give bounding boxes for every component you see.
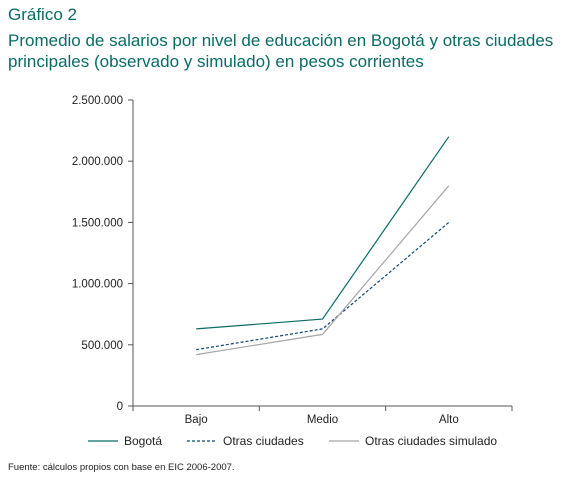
y-axis-ticks: 0 500.000 1.000.000 1.500.000 2.000.000 2.500… (72, 95, 133, 413)
y-tick-label: 2.000.000 (72, 156, 123, 168)
x-tick-label: Bajo (185, 414, 208, 426)
series-line-1 (196, 221, 450, 351)
legend-label-1: Otras ciudades (223, 434, 304, 448)
legend: Bogotá Otras ciudades Otras ciudades simul… (88, 434, 497, 448)
y-tick-label: 2.500.000 (72, 95, 123, 107)
x-axis-ticks: Bajo Medio Alto (132, 406, 513, 426)
source-note: Fuente: cálculos propios con base en EIC… (8, 462, 235, 473)
y-tick-label: 500.000 (81, 340, 123, 352)
y-tick-label: 0 (117, 401, 123, 413)
chart-title: Promedio de salarios por nivel de educac… (8, 31, 554, 71)
legend-label-2: Otras ciudades simulado (365, 434, 497, 448)
x-tick-label: Medio (307, 414, 338, 426)
legend-label-0: Bogotá (124, 434, 162, 448)
series-line-2 (196, 185, 450, 356)
y-tick-label: 1.000.000 (72, 279, 123, 291)
chart-axes (132, 100, 512, 407)
series-lines (196, 136, 450, 356)
y-tick-label: 1.500.000 (72, 217, 123, 229)
figure-label: Gráfico 2 (8, 5, 77, 24)
x-tick-label: Alto (439, 414, 459, 426)
series-line-0 (196, 136, 450, 330)
